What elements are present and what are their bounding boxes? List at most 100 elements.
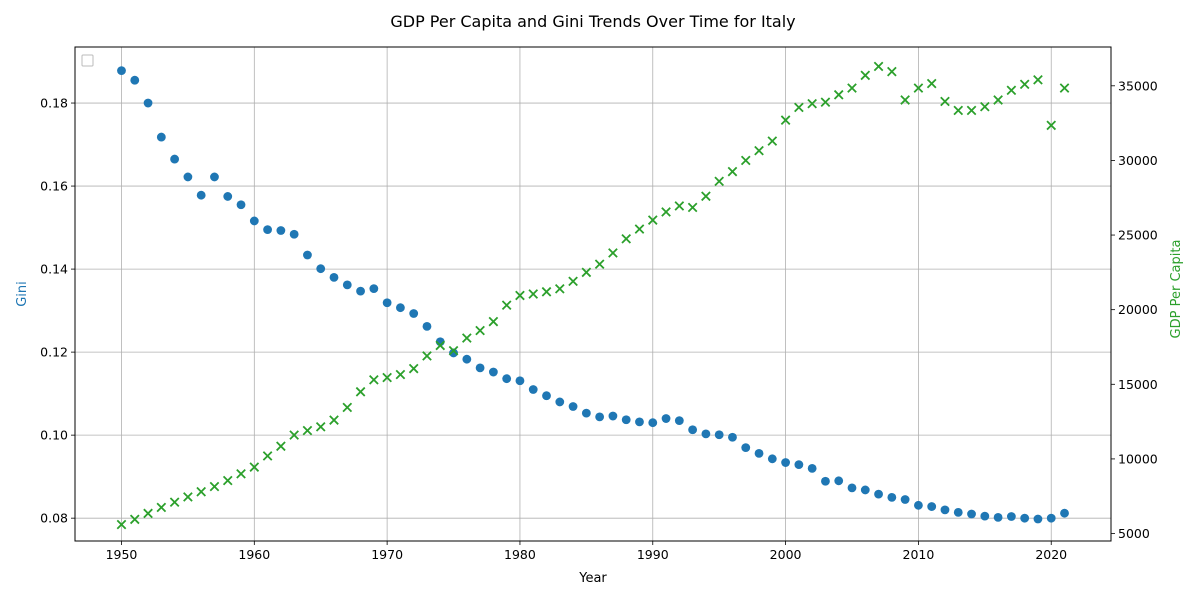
gini-point (542, 391, 551, 401)
gdp-per-capita-point (369, 374, 379, 385)
gini-point (289, 229, 299, 239)
gini-point (316, 264, 326, 274)
gdp-per-capita-point (661, 207, 671, 217)
gdp-per-capita-point (448, 345, 459, 356)
gdp-per-capita-point (926, 78, 937, 89)
gdp-per-capita-point (302, 425, 313, 436)
gini-point (422, 321, 432, 331)
gdp-per-capita-point (395, 369, 406, 380)
gini-series (117, 66, 1069, 524)
gini-point (741, 443, 751, 452)
gini-point (767, 454, 777, 464)
gdp-per-capita-point (501, 300, 512, 311)
gini-point (847, 483, 857, 493)
gdp-per-capita-point (687, 202, 698, 213)
gdp-per-capita-point (900, 95, 910, 105)
gdp-per-capita-point (993, 95, 1003, 105)
gdp-per-capita-point (594, 259, 605, 269)
gini-point (555, 397, 565, 407)
gini-point (1020, 513, 1030, 523)
gdp-per-capita-point (475, 325, 485, 336)
gini-point (980, 511, 990, 521)
gini-point (821, 476, 830, 486)
y-right-tick-label: 15000 (1118, 377, 1158, 392)
gdp-per-capita-point (860, 70, 871, 81)
y-right-tick-label: 10000 (1118, 451, 1158, 466)
gdp-per-capita-point (422, 351, 432, 361)
gdp-per-capita-point (249, 462, 260, 472)
gini-point (462, 354, 472, 364)
y-axis-left-title: Gini (15, 281, 30, 307)
y-right-tick-label: 35000 (1118, 78, 1158, 93)
gdp-per-capita-point (554, 283, 565, 294)
gdp-per-capita-point (1006, 85, 1017, 96)
gini-point (688, 425, 698, 435)
y-right-tick-label: 25000 (1118, 228, 1158, 243)
x-tick-label: 1950 (106, 547, 138, 562)
gdp-per-capita-point (196, 486, 207, 497)
gdp-per-capita-point (183, 492, 193, 502)
gini-point (1060, 508, 1069, 518)
y-left-tick-label: 0.16 (40, 179, 68, 194)
gdp-per-capita-point (568, 276, 578, 287)
gini-point (900, 495, 910, 504)
gini-point (993, 512, 1003, 522)
gdp-per-capita-point (222, 475, 233, 486)
gdp-per-capita-point (143, 508, 153, 519)
x-tick-label: 1980 (504, 547, 536, 562)
gini-point (728, 432, 737, 442)
gini-point (396, 303, 405, 313)
x-tick-label: 1990 (637, 547, 669, 562)
gini-point (807, 463, 817, 473)
gdp-per-capita-point (820, 97, 831, 108)
gdp-per-capita-point (342, 402, 353, 413)
y-right-tick-label: 5000 (1118, 526, 1150, 541)
y-left-tick-label: 0.18 (40, 96, 68, 111)
gini-point (156, 132, 166, 142)
gini-point (635, 417, 644, 427)
gini-point (860, 485, 870, 495)
gini-point (356, 286, 365, 296)
gini-point (382, 298, 392, 308)
gini-point (223, 192, 233, 201)
gini-point (143, 98, 153, 108)
gdp-per-capita-point (1059, 83, 1070, 93)
gini-point (674, 416, 684, 426)
gini-point (303, 250, 312, 260)
gdp-per-capita-point (953, 105, 964, 116)
gini-point (528, 385, 538, 394)
y-right-tick-label: 30000 (1118, 153, 1158, 168)
gdp-per-capita-point (873, 61, 884, 72)
y-left-tick-label: 0.14 (40, 262, 68, 277)
gdp-per-capita-point (979, 101, 990, 112)
gini-point (263, 225, 272, 235)
gdp-per-capita-point (966, 105, 977, 116)
gdp-per-capita-series (116, 61, 1070, 530)
gdp-per-capita-point (647, 215, 658, 225)
x-tick-label: 2020 (1035, 547, 1067, 562)
gini-point (369, 284, 379, 294)
gdp-per-capita-point (169, 497, 180, 508)
y-left-tick-label: 0.10 (40, 428, 68, 443)
gdp-per-capita-point (116, 519, 127, 530)
gini-point (117, 66, 126, 76)
gdp-per-capita-point (355, 386, 366, 397)
gdp-per-capita-point (847, 83, 857, 93)
gdp-per-capita-point (740, 155, 751, 166)
gdp-per-capita-point (754, 145, 764, 156)
gdp-per-capita-point (1033, 74, 1043, 85)
gdp-per-capita-point (1019, 79, 1030, 90)
gdp-per-capita-point (515, 290, 525, 301)
gini-point (515, 376, 525, 386)
gdp-per-capita-point (435, 340, 446, 351)
gdp-per-capita-point (276, 441, 286, 452)
axis-ticks: 1950 1960 1970 1980 1990 2000 2010 2020 0.08 0.10… (40, 78, 1158, 562)
gdp-per-capita-point (608, 248, 618, 258)
gdp-per-capita-point (461, 333, 472, 343)
y-left-tick-label: 0.12 (40, 345, 68, 360)
gini-point (621, 415, 631, 425)
gini-point (914, 500, 923, 510)
gini-point (130, 75, 140, 85)
gdp-per-capita-point (236, 469, 246, 479)
gdp-per-capita-point (1046, 120, 1057, 131)
